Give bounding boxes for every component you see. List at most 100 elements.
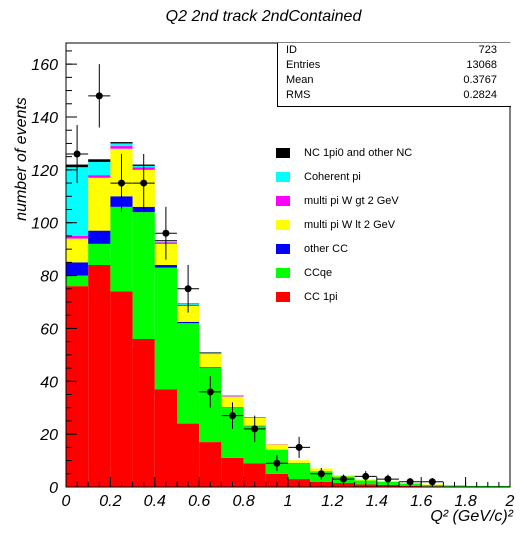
legend-item: other CC bbox=[276, 242, 348, 256]
bar-segment bbox=[88, 243, 111, 265]
x-tick-label: 0.8 bbox=[232, 493, 254, 510]
x-axis-label: Q² (GeV/c)² bbox=[430, 508, 513, 525]
stats-row-id: ID 723 bbox=[286, 44, 497, 56]
bar-segment bbox=[88, 230, 111, 244]
bar-segment bbox=[110, 291, 133, 487]
bar-segment bbox=[88, 265, 111, 487]
x-tick-label: 1.4 bbox=[366, 493, 388, 510]
x-tick-label: 0.2 bbox=[99, 493, 121, 510]
data-point bbox=[340, 475, 347, 483]
bar-segment bbox=[66, 286, 89, 487]
legend-item: CC 1pi bbox=[276, 290, 338, 304]
legend-swatch bbox=[276, 268, 290, 278]
bar-segment bbox=[154, 265, 177, 268]
bar-segment bbox=[66, 275, 89, 287]
data-point bbox=[118, 179, 125, 187]
bar-segment bbox=[132, 212, 155, 339]
bar-segment bbox=[177, 305, 200, 322]
bar-segment bbox=[110, 142, 133, 144]
y-tick-label: 160 bbox=[31, 57, 58, 74]
legend-swatch bbox=[276, 220, 290, 230]
data-point bbox=[384, 475, 392, 483]
x-tick-label: 0 bbox=[62, 493, 71, 510]
bar-segment bbox=[177, 323, 200, 424]
legend-swatch bbox=[276, 244, 290, 254]
data-point bbox=[206, 388, 214, 396]
bar-segment bbox=[177, 423, 200, 487]
legend-swatch bbox=[276, 172, 290, 182]
bar-segment bbox=[288, 460, 311, 463]
bar-segment bbox=[154, 389, 177, 487]
legend-item: NC 1pi0 and other NC bbox=[276, 146, 412, 160]
bar-segment bbox=[243, 426, 266, 464]
legend-item: multi pi W gt 2 GeV bbox=[276, 194, 399, 208]
bar-segment bbox=[154, 267, 177, 390]
data-point bbox=[406, 478, 414, 486]
bar-segment bbox=[265, 473, 288, 487]
bar-segment bbox=[221, 396, 244, 397]
data-point bbox=[362, 472, 370, 480]
y-tick-label: 100 bbox=[31, 216, 58, 233]
y-tick-label: 0 bbox=[49, 480, 58, 497]
stats-row-rms: RMS 0.2824 bbox=[286, 89, 497, 101]
bar-segment bbox=[110, 206, 133, 292]
stats-row-entries: Entries 13068 bbox=[286, 59, 497, 71]
chart-title: Q2 2nd track 2ndContained bbox=[165, 8, 362, 25]
data-point bbox=[184, 285, 192, 293]
bar-segment bbox=[265, 444, 288, 450]
bar-segment bbox=[66, 167, 89, 236]
legend-swatch bbox=[276, 292, 290, 302]
bar-segment bbox=[199, 352, 222, 353]
y-tick-label: 60 bbox=[40, 321, 58, 338]
x-tick-label: 1.2 bbox=[321, 493, 343, 510]
legend-item: Coherent pi bbox=[276, 170, 361, 184]
y-tick-label: 140 bbox=[31, 110, 58, 127]
y-tick-label: 20 bbox=[39, 427, 58, 444]
bar-segment bbox=[288, 463, 311, 480]
bar-segment bbox=[110, 143, 133, 147]
data-point bbox=[162, 229, 170, 237]
legend-item: CCqe bbox=[276, 266, 332, 280]
bar-segment bbox=[66, 238, 89, 263]
data-point bbox=[229, 412, 236, 420]
bar-segment bbox=[88, 175, 111, 178]
data-point bbox=[428, 478, 436, 486]
bar-segment bbox=[88, 161, 111, 176]
data-point bbox=[95, 92, 103, 100]
legend-swatch bbox=[276, 196, 290, 206]
axes: 0 0.2 0.4 0.6 0.8 1 1.2 1.4 1.6 1.8 20204060801001… bbox=[31, 50, 515, 510]
y-tick-label: 40 bbox=[40, 374, 58, 391]
data-point bbox=[140, 179, 148, 187]
data-point bbox=[73, 150, 81, 158]
legend-item: multi pi W lt 2 GeV bbox=[276, 218, 395, 232]
data-points bbox=[66, 64, 444, 486]
data-point bbox=[273, 459, 281, 467]
bar-segment bbox=[221, 457, 244, 487]
stats-row-mean: Mean 0.3767 bbox=[286, 74, 497, 86]
legend-swatch bbox=[276, 148, 290, 158]
x-tick-label: 1.8 bbox=[454, 493, 476, 510]
stats-box: ID 723 Entries 13068 Mean 0.3767 RMS 0.2824 bbox=[277, 43, 511, 107]
y-tick-label: 80 bbox=[40, 269, 58, 286]
bar-segment bbox=[221, 407, 244, 458]
bar-segment bbox=[110, 146, 133, 149]
bar-segment bbox=[177, 321, 200, 324]
y-tick-label: 120 bbox=[31, 163, 58, 180]
bar-segment bbox=[221, 396, 244, 408]
data-point bbox=[317, 470, 325, 478]
x-tick-label: 0.6 bbox=[188, 493, 210, 510]
bar-segment bbox=[243, 463, 266, 487]
x-tick-label: 2 bbox=[505, 493, 515, 510]
bar-segment bbox=[199, 354, 222, 368]
x-tick-label: 1 bbox=[284, 493, 293, 510]
x-tick-label: 0.4 bbox=[144, 493, 166, 510]
bar-segment bbox=[88, 159, 111, 162]
data-point bbox=[251, 425, 259, 433]
histogram-bars bbox=[66, 142, 510, 487]
data-point bbox=[295, 443, 303, 451]
y-axis-label-wrap: number of events bbox=[7, 97, 30, 221]
bar-segment bbox=[66, 262, 89, 276]
bar-segment bbox=[199, 367, 222, 369]
bar-segment bbox=[66, 235, 89, 239]
